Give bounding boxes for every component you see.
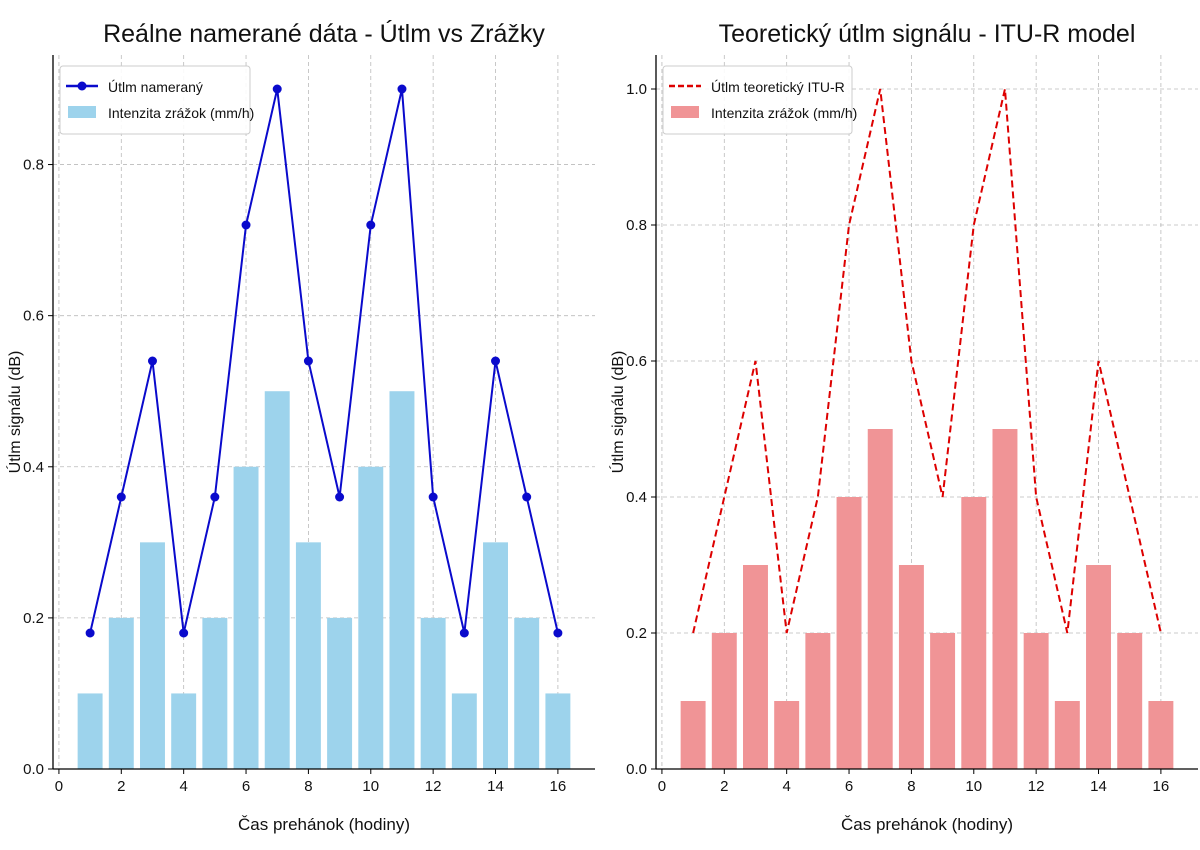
data-point [303,356,313,366]
data-point [522,492,532,502]
bar [483,542,508,769]
data-point [85,628,95,638]
bar [140,542,165,769]
bar [867,429,893,769]
bar [420,617,446,769]
x-tick-label: 14 [1090,778,1107,795]
bar [992,429,1018,769]
bar [774,701,800,769]
data-point [553,628,563,638]
x-tick-label: 8 [304,778,312,795]
y-tick-label: 0.0 [626,761,647,778]
y-tick-label: 0.8 [23,157,44,174]
x-axis-label: Čas prehánok (hodiny) [238,815,410,834]
x-tick-label: 4 [179,778,187,795]
data-point [241,220,251,230]
x-tick-label: 16 [550,778,567,795]
chart-panel-1: 0 2 4 6 8 10 12 14 16 0.0 0.2 0.4 0.6 0.8 Reálne namer… [5,19,595,834]
x-tick-label: 4 [782,778,790,795]
y-tick-label: 0.4 [626,489,647,506]
bar [1086,565,1111,769]
x-tick-label: 16 [1153,778,1170,795]
bar [930,633,956,769]
bar [1117,633,1143,769]
y-tick-label: 0.4 [23,459,44,476]
bar [358,466,384,769]
x-tick-label: 8 [907,778,915,795]
legend: Útlm teoretický ITU-R Intenzita zrážok (m… [662,65,857,135]
x-tick-label: 0 [55,778,63,795]
legend-label: Útlm nameraný [108,79,203,95]
x-tick-label: 2 [117,778,125,795]
y-tick-label: 0.8 [626,217,647,234]
data-point [428,492,438,502]
bar [264,391,290,769]
bar [898,565,924,769]
x-tick-label: 6 [845,778,853,795]
legend-label: Intenzita zrážok (mm/h) [108,105,254,121]
series-line [89,88,559,634]
bar [743,565,768,769]
bar [836,497,862,769]
x-tick-label: 12 [1028,778,1045,795]
data-point [459,628,469,638]
bar [514,617,540,769]
x-tick-label: 0 [658,778,666,795]
chart-title: Reálne namerané dáta - Útlm vs Zrážky [103,19,545,48]
data-point [397,84,407,94]
x-tick-label: 12 [425,778,442,795]
legend-bar-swatch [671,106,699,118]
legend: Útlm nameraný Intenzita zrážok (mm/h) [59,65,254,135]
bar [680,701,706,769]
bar [77,693,103,769]
x-tick-label: 10 [362,778,379,795]
legend-label: Útlm teoretický ITU-R [711,79,845,95]
legend-bar-swatch [68,106,96,118]
x-tick-label: 6 [242,778,250,795]
legend-box [59,65,251,135]
y-axis-label: Útlm signálu (dB) [5,351,24,474]
legend-marker [77,81,87,91]
x-axis-label: Čas prehánok (hodiny) [841,815,1013,834]
legend-box [662,65,853,135]
y-tick-label: 0.6 [23,308,44,325]
data-point [366,220,376,230]
chart-panel-2: 0 2 4 6 8 10 12 14 16 0.0 0.2 0.4 0.6 0.8 1.0 Teoretick… [608,20,1198,834]
bar [233,466,259,769]
bar [389,391,415,769]
x-tick-label: 10 [965,778,982,795]
data-point [335,492,345,502]
x-tick-label: 14 [487,778,504,795]
data-point [272,84,282,94]
bar [961,497,987,769]
data-point [491,356,501,366]
y-tick-label: 1.0 [626,81,647,98]
bar [202,617,228,769]
y-tick-label: 0.0 [23,761,44,778]
chart-title: Teoretický útlm signálu - ITU-R model [719,20,1136,48]
bar [451,693,477,769]
data-point [210,492,220,502]
y-tick-label: 0.6 [626,353,647,370]
bar [805,633,831,769]
bar [327,617,353,769]
y-tick-label: 0.2 [23,610,44,627]
bar [711,633,737,769]
bar [171,693,197,769]
x-tick-label: 2 [720,778,728,795]
bar [108,617,134,769]
data-point [179,628,189,638]
bar [1054,701,1080,769]
legend-label: Intenzita zrážok (mm/h) [711,105,857,121]
y-axis-label: Útlm signálu (dB) [608,351,627,474]
bar [1023,633,1049,769]
bar [295,542,321,769]
y-tick-label: 0.2 [626,625,647,642]
bar [1148,701,1174,769]
data-point [116,492,126,502]
bar [545,693,571,769]
data-point [147,356,157,366]
